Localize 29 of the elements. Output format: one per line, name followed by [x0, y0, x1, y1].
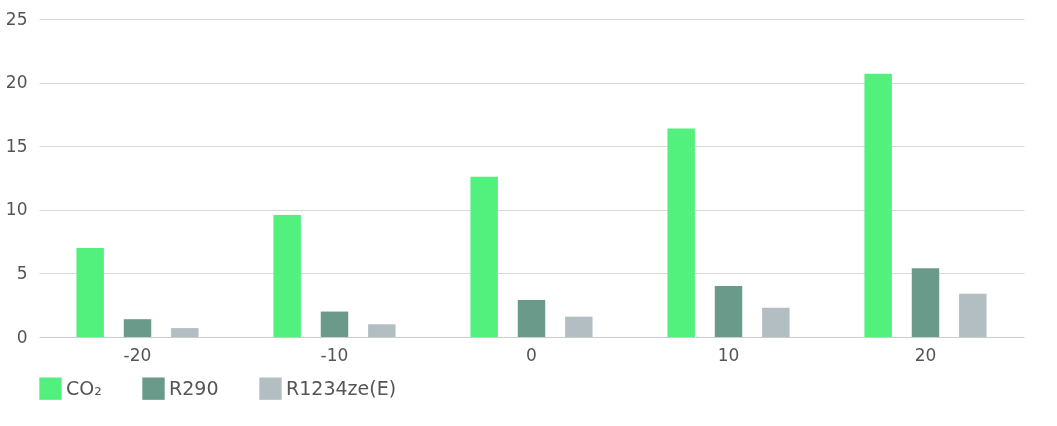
bar	[565, 316, 593, 337]
bar	[667, 128, 695, 337]
bar	[76, 247, 104, 337]
bar	[320, 311, 349, 337]
x-tick-label: -10	[320, 344, 349, 365]
x-tick-label: 0	[526, 344, 537, 365]
legend-label: CO₂	[66, 376, 102, 399]
bar	[714, 286, 743, 337]
legend-label: R1234ze(E)	[286, 376, 397, 399]
y-tick-label: 20	[5, 72, 28, 93]
y-tick-label: 25	[5, 8, 28, 29]
bar	[470, 176, 498, 337]
y-tick-label: 10	[5, 199, 28, 220]
bar	[959, 293, 987, 337]
x-tick-label: -20	[123, 344, 152, 365]
bar	[911, 268, 940, 337]
x-tick-label: 20	[914, 344, 937, 365]
bar	[123, 319, 152, 337]
bar	[273, 214, 301, 337]
legend-label: R290	[169, 376, 219, 399]
bar	[762, 307, 790, 337]
bar	[171, 328, 199, 337]
bar	[368, 324, 396, 337]
x-tick-label: 10	[717, 344, 740, 365]
bar	[864, 73, 892, 337]
y-tick-label: 15	[5, 135, 28, 156]
bar	[517, 300, 546, 337]
y-tick-label: 0	[16, 326, 28, 347]
y-tick-label: 5	[16, 262, 28, 283]
